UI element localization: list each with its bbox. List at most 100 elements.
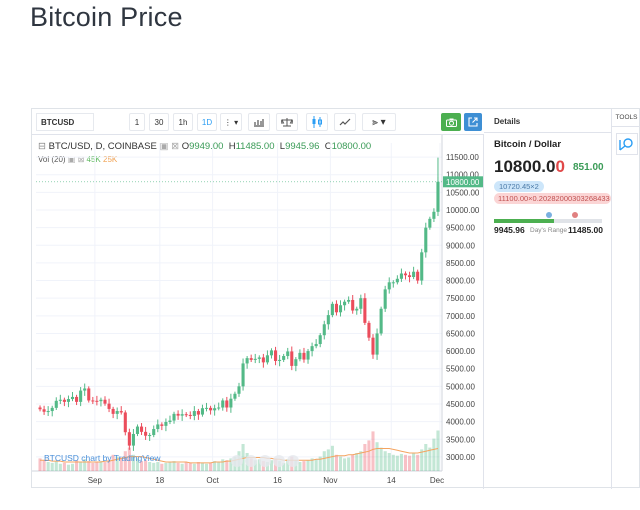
candle-body: [257, 357, 261, 359]
price-chart[interactable]: 3000.00 3500.00 4000.00 4500.00 5000.00 5500.…: [32, 135, 484, 489]
volume-bar: [152, 462, 156, 471]
navigate-minus-button[interactable]: [231, 455, 243, 467]
legend-settings-icon[interactable]: ▣ ⊠: [159, 141, 180, 152]
volume-bar: [70, 463, 75, 471]
candle-body: [144, 431, 148, 436]
drawing-tools-button[interactable]: ⫸ ▾: [362, 113, 396, 131]
volume-bar: [42, 460, 46, 471]
candles-button[interactable]: [306, 113, 328, 131]
tools-magnifier-button[interactable]: [616, 133, 638, 155]
candle-body: [156, 424, 160, 430]
y-tick-label: 8500.00: [446, 259, 475, 268]
candle-body: [38, 407, 42, 410]
volume-bar: [83, 459, 87, 471]
volume-bar: [79, 462, 83, 471]
range-high: 11485.00: [568, 225, 603, 235]
volume-bar: [383, 451, 387, 471]
navigate-forward-button[interactable]: [273, 455, 285, 467]
candle-body: [403, 273, 408, 276]
volume-bar: [196, 462, 200, 471]
last-price-label: 10800.00: [446, 178, 480, 187]
volume-bar: [412, 453, 416, 471]
candle-body: [213, 408, 217, 411]
day-range-fill: [494, 219, 555, 223]
candle-body: [164, 421, 168, 426]
legend-symbol: BTC/USD, D, COINBASE: [48, 141, 157, 152]
volume-settings-icon[interactable]: ▣ ⊠: [67, 155, 85, 164]
candle-body: [318, 335, 322, 345]
bid-badge: 10720.45×2: [494, 181, 544, 192]
volume-bar: [50, 462, 54, 471]
volume-bar: [298, 462, 302, 471]
y-tick-label: 10500.00: [446, 188, 480, 197]
volume-bar: [160, 463, 164, 471]
x-tick-label: 18: [155, 476, 164, 485]
y-tick-label: 5500.00: [446, 365, 475, 374]
candle-body: [54, 400, 58, 408]
volume-bar: [338, 456, 343, 471]
chart-search-icon: [619, 138, 633, 151]
volume-bar: [367, 440, 371, 471]
volume-bar: [184, 462, 188, 471]
candle-body: [278, 359, 282, 361]
volume-bar: [351, 454, 355, 471]
candle-body: [152, 429, 156, 436]
volume-bar: [156, 462, 160, 471]
candle-body: [217, 407, 221, 409]
candle-body: [91, 400, 95, 402]
volume-bar: [192, 463, 196, 471]
compare-button[interactable]: [276, 113, 298, 131]
candle-body: [172, 413, 176, 421]
volume-bar: [176, 462, 180, 471]
volume-bar: [347, 457, 351, 471]
snapshot-button[interactable]: [441, 113, 461, 131]
interval-1-button[interactable]: 1: [129, 113, 145, 131]
interval-1d-button[interactable]: 1D: [197, 113, 217, 131]
candle-body: [99, 399, 103, 402]
volume-bar: [371, 431, 375, 471]
interval-dropdown-button[interactable]: ⋮ ▾: [220, 113, 242, 131]
navigate-zoom-button[interactable]: [245, 455, 257, 467]
bar-style-button[interactable]: [248, 113, 270, 131]
candle-body: [420, 252, 424, 281]
details-header: Details: [484, 109, 611, 133]
symbol-search-input[interactable]: BTCUSD: [36, 113, 94, 131]
volume-bar: [322, 451, 326, 471]
camera-icon: [445, 118, 457, 127]
popout-button[interactable]: [464, 113, 482, 131]
volume-bar: [379, 447, 383, 471]
candle-body: [58, 399, 62, 401]
navigate-reset-button[interactable]: [287, 455, 299, 467]
candle-body: [424, 227, 428, 253]
volume-bar: [54, 461, 58, 471]
candle-body: [233, 393, 237, 399]
candle-body: [371, 337, 375, 355]
candle-body: [314, 344, 318, 347]
interval-1h-button[interactable]: 1h: [173, 113, 193, 131]
x-tick-label: 16: [273, 476, 282, 485]
volume-bar: [144, 460, 148, 471]
y-tick-label: 9500.00: [446, 224, 475, 233]
candle-body: [261, 357, 265, 363]
candle-body: [416, 271, 420, 281]
navigate-back-button[interactable]: [259, 455, 271, 467]
volume-bar: [103, 462, 107, 471]
candle-body: [111, 408, 115, 414]
collapse-legend-icon[interactable]: ⊟: [38, 141, 46, 152]
volume-bar: [310, 458, 314, 471]
volume-bar: [387, 453, 391, 471]
tradingview-watermark[interactable]: BTCUSD chart by TradingView: [44, 453, 161, 463]
candle-body: [387, 282, 391, 290]
y-tick-label: 3000.00: [446, 453, 475, 462]
volume-bar: [75, 460, 79, 471]
y-tick-label: 7000.00: [446, 312, 475, 321]
volume-bar: [115, 456, 119, 471]
range-low: 9945.96: [494, 225, 525, 235]
y-tick-label: 7500.00: [446, 294, 475, 303]
y-tick-label: 4000.00: [446, 418, 475, 427]
interval-30-button[interactable]: 30: [149, 113, 169, 131]
volume-bar: [38, 458, 42, 471]
indicators-button[interactable]: [334, 113, 356, 131]
candle-body: [408, 275, 412, 278]
volume-bar: [58, 463, 62, 471]
